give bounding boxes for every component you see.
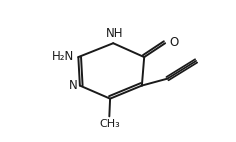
Text: N: N [69,79,78,92]
Text: H₂N: H₂N [52,50,74,63]
Text: NH: NH [106,27,123,40]
Text: CH₃: CH₃ [100,119,120,129]
Text: O: O [169,36,178,49]
